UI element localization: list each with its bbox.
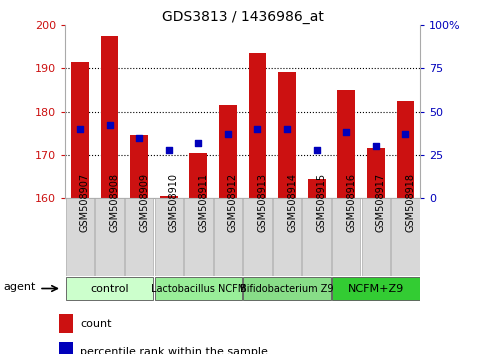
Bar bbox=[391, 198, 420, 276]
Text: GSM508913: GSM508913 bbox=[257, 173, 268, 232]
Bar bbox=[302, 198, 331, 276]
Bar bbox=[243, 198, 272, 276]
Bar bbox=[184, 198, 213, 276]
Bar bbox=[59, 342, 73, 354]
Text: control: control bbox=[90, 284, 129, 293]
Bar bbox=[66, 276, 154, 301]
Bar bbox=[160, 196, 178, 198]
Bar bbox=[66, 198, 94, 276]
Bar bbox=[332, 198, 360, 276]
Text: GSM508910: GSM508910 bbox=[169, 173, 179, 232]
Point bbox=[76, 126, 84, 132]
Bar bbox=[71, 62, 89, 198]
Bar bbox=[95, 198, 124, 276]
Bar bbox=[308, 179, 326, 198]
Text: GSM508907: GSM508907 bbox=[80, 172, 90, 232]
Point bbox=[195, 140, 202, 145]
Bar bbox=[397, 101, 414, 198]
Text: GSM508917: GSM508917 bbox=[376, 172, 386, 232]
Text: GSM508911: GSM508911 bbox=[199, 173, 208, 232]
Point bbox=[106, 122, 114, 128]
Bar bbox=[337, 90, 355, 198]
Text: percentile rank within the sample: percentile rank within the sample bbox=[80, 347, 268, 354]
Bar bbox=[213, 198, 242, 276]
Text: GSM508908: GSM508908 bbox=[110, 173, 120, 232]
Text: agent: agent bbox=[3, 282, 36, 292]
Point bbox=[313, 147, 321, 153]
Bar bbox=[367, 148, 384, 198]
Point bbox=[254, 126, 261, 132]
Text: Bifidobacterium Z9: Bifidobacterium Z9 bbox=[241, 284, 334, 293]
Bar bbox=[219, 105, 237, 198]
Text: GSM508918: GSM508918 bbox=[405, 173, 415, 232]
Text: Lactobacillus NCFM: Lactobacillus NCFM bbox=[151, 284, 246, 293]
Bar bbox=[125, 198, 154, 276]
Point bbox=[401, 131, 409, 137]
Bar bbox=[273, 198, 301, 276]
Text: NCFM+Z9: NCFM+Z9 bbox=[348, 284, 404, 293]
Bar bbox=[362, 198, 390, 276]
Bar bbox=[59, 314, 73, 333]
Bar bbox=[249, 53, 267, 198]
Point bbox=[372, 143, 380, 149]
Point bbox=[224, 131, 232, 137]
Text: GSM508915: GSM508915 bbox=[317, 172, 327, 232]
Text: GSM508909: GSM508909 bbox=[139, 173, 149, 232]
Bar bbox=[278, 73, 296, 198]
Point bbox=[165, 147, 172, 153]
Bar bbox=[155, 276, 242, 301]
Title: GDS3813 / 1436986_at: GDS3813 / 1436986_at bbox=[162, 10, 324, 24]
Point bbox=[135, 135, 143, 140]
Point bbox=[342, 130, 350, 135]
Point bbox=[283, 126, 291, 132]
Bar bbox=[332, 276, 420, 301]
Text: GSM508912: GSM508912 bbox=[228, 172, 238, 232]
Text: GSM508914: GSM508914 bbox=[287, 173, 297, 232]
Bar bbox=[155, 198, 183, 276]
Bar bbox=[189, 153, 207, 198]
Bar bbox=[243, 276, 331, 301]
Text: GSM508916: GSM508916 bbox=[346, 173, 356, 232]
Bar bbox=[130, 135, 148, 198]
Text: count: count bbox=[80, 319, 112, 329]
Bar bbox=[101, 36, 118, 198]
